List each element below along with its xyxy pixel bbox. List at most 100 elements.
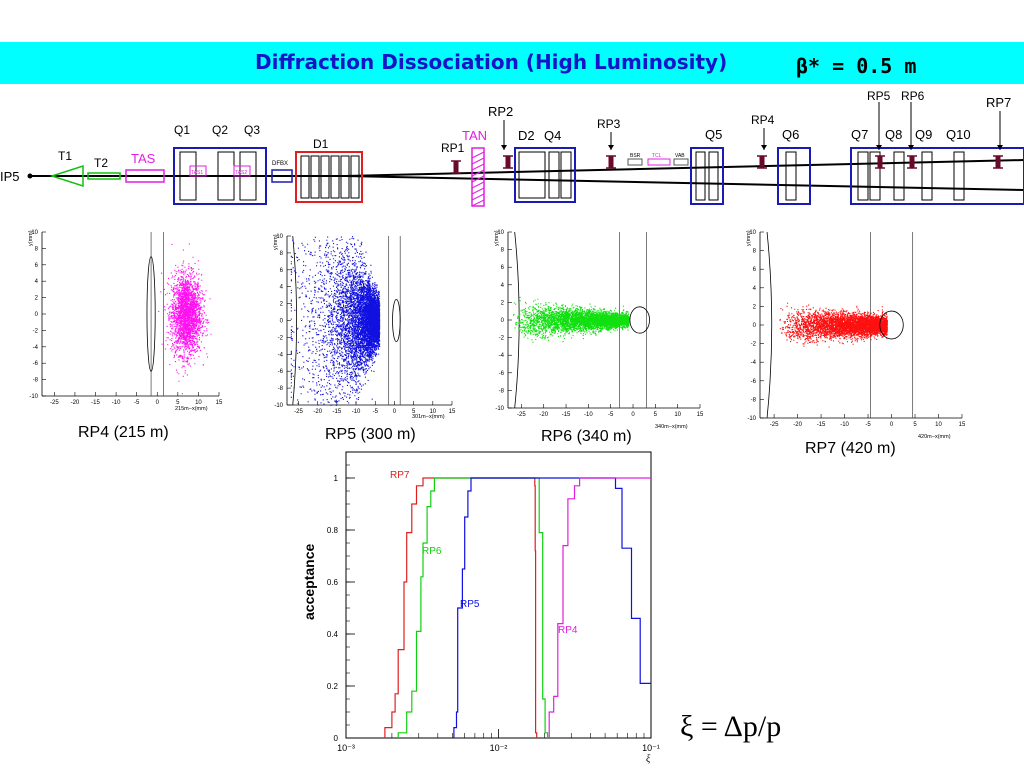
y-tick-label: 8 xyxy=(280,251,284,257)
cold-magnet-1 xyxy=(857,151,869,201)
label-rp4: RP4 xyxy=(751,113,775,127)
x-tick-label: -25 xyxy=(770,422,779,428)
series-label-rp5: RP5 xyxy=(460,599,480,610)
label-rp2: RP2 xyxy=(488,104,513,119)
y-tick-label: 4 xyxy=(501,283,505,289)
vab-box xyxy=(673,158,689,166)
y-axis-label: y(mm) xyxy=(494,230,500,246)
x-tick-label: 10⁻² xyxy=(490,743,508,753)
x-tick-label: -20 xyxy=(71,400,80,406)
rp6-plot-title: RP6 (340 m) xyxy=(541,428,632,445)
label-tas1: TAS1 xyxy=(191,170,203,176)
label-q8: Q8 xyxy=(885,127,902,142)
scatter-points xyxy=(779,302,888,348)
label-rp7: RP7 xyxy=(986,95,1011,110)
tas2-box xyxy=(233,165,251,177)
y-tick-label: 4 xyxy=(753,286,757,292)
beam-spot-ellipse xyxy=(146,256,156,372)
x-tick-label: -20 xyxy=(313,409,322,415)
y-tick-label: 2 xyxy=(280,302,284,308)
y-tick-label: -2 xyxy=(499,336,505,342)
x-tick-label: 5 xyxy=(913,422,917,428)
label-dfbx: DFBX xyxy=(272,161,288,167)
y-tick-label: -4 xyxy=(33,345,39,351)
cold-magnet-3 xyxy=(893,151,905,201)
d2-magnet xyxy=(518,151,546,199)
title-banner xyxy=(0,42,1024,84)
y-tick-label: -8 xyxy=(33,378,39,384)
d2-q4-box xyxy=(514,147,576,203)
tan-hatch xyxy=(471,193,485,201)
series-line-rp5 xyxy=(453,477,651,738)
label-rp3: RP3 xyxy=(597,117,621,131)
q4-magnet-b xyxy=(560,151,572,199)
label-rp1: RP1 xyxy=(441,141,465,155)
x-tick-label: -5 xyxy=(865,422,871,428)
bsr-box xyxy=(627,158,643,166)
y-tick-label: -2 xyxy=(278,335,284,341)
x-tick-label: -10 xyxy=(840,422,849,428)
scatter-plot-rp6: 10 8 6 4 2 0 -2 -4 -6 -8 -10 -25 -20 -15 -10 -5 0 5 10 15 34… xyxy=(494,230,704,430)
y-tick-label: -2 xyxy=(33,328,39,334)
label-tcl: TCL xyxy=(652,153,662,159)
x-tick-label: -25 xyxy=(50,400,59,406)
x-tick-label: -10 xyxy=(584,412,593,418)
cold-magnet-2 xyxy=(869,151,881,201)
series-label-rp7: RP7 xyxy=(390,470,410,481)
scatter-points xyxy=(158,243,212,395)
tan-hatch xyxy=(471,151,485,159)
q5-magnet-b xyxy=(708,151,719,201)
rp4-arrow-head xyxy=(761,145,767,150)
q4-magnet-a xyxy=(548,151,560,199)
x-tick-label: -10 xyxy=(112,400,121,406)
beampipe-edge xyxy=(292,235,297,406)
y-tick-label: -4 xyxy=(751,360,757,366)
scatter-plot-rp5: 10 8 6 4 2 0 -2 -4 -6 -8 -10 -25 -20 -15 -10 -5 0 5 10 15 30… xyxy=(273,234,456,420)
x-tick-label: 15 xyxy=(697,412,704,418)
y-tick-label: 6 xyxy=(280,268,284,274)
scatter-points xyxy=(513,296,630,343)
beam-spot-ellipse xyxy=(392,298,401,343)
x-tick-label: -15 xyxy=(562,412,571,418)
x-tick-label: -20 xyxy=(793,422,802,428)
y-tick-label: -6 xyxy=(33,361,39,367)
y-tick-label: -10 xyxy=(274,403,283,409)
label-q7: Q7 xyxy=(851,127,868,142)
rp4-plot-title: RP4 (215 m) xyxy=(78,424,169,441)
label-t1: T1 xyxy=(58,149,72,163)
y-tick-label: -4 xyxy=(278,352,284,358)
x-tick-label: 5 xyxy=(654,412,658,418)
d1-module xyxy=(320,155,330,199)
y-tick-label: -10 xyxy=(747,416,756,422)
label-rp5: RP5 xyxy=(867,89,891,103)
q5-magnet-a xyxy=(695,151,706,201)
scatter-plot-rp7: 10 8 6 4 2 0 -2 -4 -6 -8 -10 -25 -20 -15 -10 -5 0 5 10 15 42… xyxy=(746,230,966,440)
x-axis-label: 301m−x(mm) xyxy=(412,414,445,420)
slide-title: Diffraction Dissociation (High Luminosit… xyxy=(255,50,728,74)
t1-cone xyxy=(49,164,84,188)
rp3-marker xyxy=(608,156,614,168)
series-line-rp4 xyxy=(548,477,651,738)
y-tick-label: 8 xyxy=(35,246,39,252)
beam-spot-ellipse xyxy=(879,310,904,340)
y-tick-label: 0 xyxy=(334,734,339,743)
y-tick-label: 4 xyxy=(35,279,39,285)
q6-box xyxy=(777,147,811,205)
x-tick-label: -5 xyxy=(134,400,140,406)
x-tick-label: 0 xyxy=(156,400,160,406)
x-tick-label: 10⁻¹ xyxy=(642,743,660,753)
label-q9: Q9 xyxy=(915,127,932,142)
x-axis-label: 215m−x(mm) xyxy=(175,406,208,412)
y-axis-label: y(mm) xyxy=(746,230,752,246)
y-tick-label: 10 xyxy=(276,234,283,240)
rp3-arrow-head xyxy=(608,145,614,150)
label-tan: TAN xyxy=(462,128,487,143)
x-tick-label: -5 xyxy=(373,409,379,415)
label-tas: TAS xyxy=(131,151,156,166)
y-axis-label: acceptance xyxy=(301,544,317,620)
label-q4: Q4 xyxy=(544,128,561,143)
y-tick-label: 1 xyxy=(334,474,339,483)
tan-hatch xyxy=(471,181,485,189)
label-tas2: TAS2 xyxy=(235,170,247,176)
